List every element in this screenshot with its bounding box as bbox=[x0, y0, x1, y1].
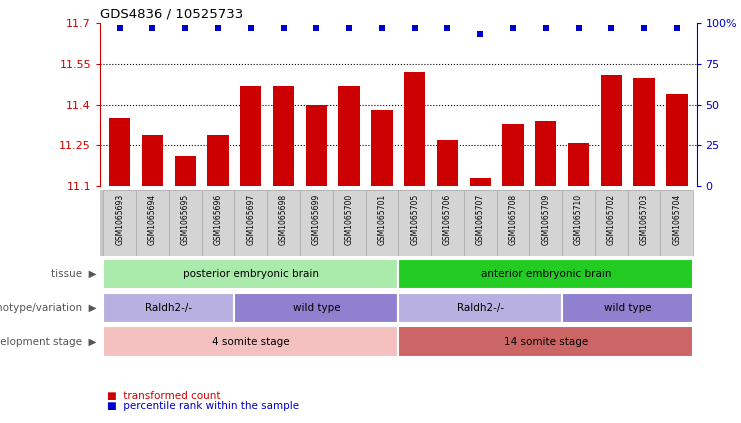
Bar bbox=[431, 190, 464, 256]
Text: GSM1065697: GSM1065697 bbox=[246, 194, 256, 245]
Bar bbox=[234, 293, 399, 323]
Bar bbox=[142, 135, 163, 186]
Text: GSM1065708: GSM1065708 bbox=[508, 194, 517, 245]
Text: GSM1065694: GSM1065694 bbox=[148, 194, 157, 245]
Bar bbox=[529, 190, 562, 256]
Bar bbox=[268, 190, 300, 256]
Bar bbox=[103, 259, 399, 289]
Bar bbox=[535, 121, 556, 186]
Bar bbox=[595, 190, 628, 256]
Text: development stage  ▶: development stage ▶ bbox=[0, 337, 96, 346]
Bar bbox=[333, 190, 365, 256]
Bar bbox=[103, 293, 234, 323]
Bar bbox=[399, 190, 431, 256]
Bar bbox=[464, 190, 496, 256]
Bar bbox=[103, 327, 399, 357]
Bar bbox=[365, 190, 399, 256]
Text: GSM1065699: GSM1065699 bbox=[312, 194, 321, 245]
Text: GSM1065706: GSM1065706 bbox=[443, 194, 452, 245]
Bar bbox=[660, 190, 694, 256]
Text: GSM1065709: GSM1065709 bbox=[541, 194, 551, 245]
Text: GSM1065696: GSM1065696 bbox=[213, 194, 222, 245]
Text: GSM1065710: GSM1065710 bbox=[574, 194, 583, 245]
Bar bbox=[240, 86, 262, 186]
Bar bbox=[207, 135, 229, 186]
Text: GSM1065704: GSM1065704 bbox=[672, 194, 682, 245]
Bar bbox=[103, 190, 136, 256]
Text: 14 somite stage: 14 somite stage bbox=[504, 337, 588, 346]
Text: anterior embryonic brain: anterior embryonic brain bbox=[480, 269, 611, 279]
Bar bbox=[562, 293, 694, 323]
Bar bbox=[234, 190, 268, 256]
Bar bbox=[601, 75, 622, 186]
Text: GDS4836 / 10525733: GDS4836 / 10525733 bbox=[100, 8, 243, 21]
Text: GSM1065701: GSM1065701 bbox=[377, 194, 386, 245]
Text: GSM1065703: GSM1065703 bbox=[639, 194, 648, 245]
Bar bbox=[568, 143, 589, 186]
Text: GSM1065705: GSM1065705 bbox=[411, 194, 419, 245]
Text: GSM1065698: GSM1065698 bbox=[279, 194, 288, 245]
Text: wild type: wild type bbox=[293, 303, 340, 313]
Bar bbox=[399, 327, 694, 357]
Bar bbox=[202, 190, 234, 256]
Text: posterior embryonic brain: posterior embryonic brain bbox=[183, 269, 319, 279]
Bar bbox=[666, 94, 688, 186]
Bar bbox=[470, 178, 491, 186]
Text: 4 somite stage: 4 somite stage bbox=[212, 337, 290, 346]
Text: GSM1065707: GSM1065707 bbox=[476, 194, 485, 245]
Text: wild type: wild type bbox=[604, 303, 651, 313]
Bar bbox=[628, 190, 660, 256]
Bar bbox=[306, 104, 327, 186]
Bar bbox=[502, 124, 524, 186]
Text: ■  percentile rank within the sample: ■ percentile rank within the sample bbox=[107, 401, 299, 411]
Bar bbox=[562, 190, 595, 256]
Text: tissue  ▶: tissue ▶ bbox=[50, 269, 96, 279]
Bar bbox=[436, 140, 458, 186]
Text: GSM1065695: GSM1065695 bbox=[181, 194, 190, 245]
Bar bbox=[399, 259, 694, 289]
Text: GSM1065702: GSM1065702 bbox=[607, 194, 616, 245]
Bar bbox=[300, 190, 333, 256]
Text: GSM1065693: GSM1065693 bbox=[115, 194, 124, 245]
Text: Raldh2-/-: Raldh2-/- bbox=[145, 303, 193, 313]
Bar bbox=[404, 72, 425, 186]
Bar bbox=[339, 86, 360, 186]
Bar bbox=[634, 77, 655, 186]
Bar bbox=[399, 293, 562, 323]
Bar bbox=[496, 190, 529, 256]
Text: GSM1065700: GSM1065700 bbox=[345, 194, 353, 245]
Bar bbox=[169, 190, 202, 256]
Bar bbox=[273, 86, 294, 186]
Bar bbox=[175, 156, 196, 186]
Text: Raldh2-/-: Raldh2-/- bbox=[456, 303, 504, 313]
Bar bbox=[371, 110, 393, 186]
Bar bbox=[109, 118, 130, 186]
Text: ■  transformed count: ■ transformed count bbox=[107, 390, 221, 401]
Text: genotype/variation  ▶: genotype/variation ▶ bbox=[0, 303, 96, 313]
Bar bbox=[136, 190, 169, 256]
